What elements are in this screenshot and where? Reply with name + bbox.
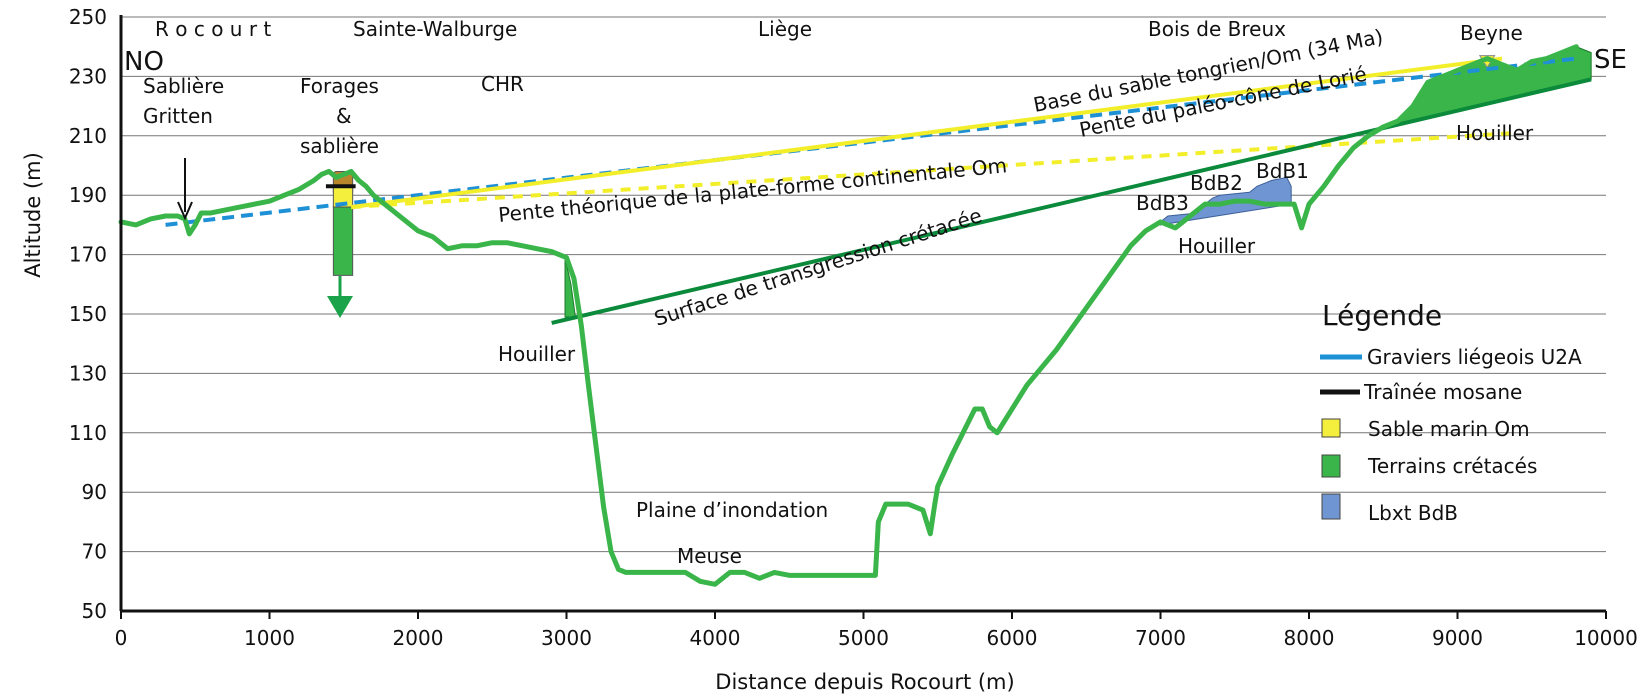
legend-square-blue-icon [1321, 493, 1341, 520]
label-bois-de-breux: Bois de Breux [1148, 17, 1286, 41]
y-tick-label: 190 [69, 183, 107, 207]
legend-label-mosane: Traînée mosane [1363, 380, 1522, 404]
label-rocourt: R o c o u r t [155, 17, 271, 41]
label-no: NO [124, 47, 164, 77]
cretaceous-deposit [332, 206, 354, 276]
label-bdb2: BdB2 [1190, 171, 1243, 195]
y-tick-label: 170 [69, 243, 107, 267]
interpretation-line-4 [551, 77, 1592, 325]
label-houiller-west: Houiller [498, 342, 576, 366]
label-houiller-mid: Houiller [1178, 234, 1256, 258]
label-bdb3: BdB3 [1136, 191, 1189, 215]
x-tick-label: 3000 [541, 626, 592, 650]
legend-label-bauxite: Lbxt BdB [1368, 501, 1458, 525]
x-tick-label: 0 [115, 626, 128, 650]
label-liege: Liège [758, 17, 812, 41]
label-surface-transgression: Surface de transgression crétacée [651, 203, 985, 331]
legend-entry-sand: Sable marin Om [1321, 417, 1530, 441]
y-tick-label: 230 [69, 64, 107, 88]
y-tick-label: 250 [69, 5, 107, 29]
y-tick-label: 150 [69, 302, 107, 326]
label-forages: Forages [300, 74, 379, 98]
label-chr: CHR [481, 72, 524, 96]
legend-label-cretaceous: Terrains crétacés [1367, 454, 1537, 478]
legend-entry-gravel: Graviers liégeois U2A [1320, 345, 1582, 369]
x-tick-label: 7000 [1135, 626, 1186, 650]
topographic-profile [118, 44, 1579, 587]
x-tick-label: 4000 [690, 626, 741, 650]
y-tick-label: 50 [82, 599, 107, 623]
y-tick-label: 210 [69, 124, 107, 148]
label-se: SE [1594, 45, 1627, 75]
legend: Légende Graviers liégeois U2A Traînée mo… [1320, 299, 1582, 525]
borehole-arrow-icon [327, 276, 353, 318]
label-sabliere-2: sablière [300, 134, 379, 158]
x-tick-label: 9000 [1432, 626, 1483, 650]
label-sabliere: Sablière [143, 74, 224, 98]
label-houiller-se: Houiller [1456, 121, 1534, 145]
interpretation-line-2 [350, 56, 1503, 210]
x-tick-label: 6000 [987, 626, 1038, 650]
interpretation-lines [165, 56, 1592, 325]
legend-label-gravel: Graviers liégeois U2A [1367, 345, 1582, 369]
legend-label-sand: Sable marin Om [1368, 417, 1530, 441]
y-axis-title: Altitude (m) [21, 152, 45, 278]
interpretation-line-3 [351, 130, 1518, 210]
legend-title: Légende [1322, 299, 1442, 332]
tick-labels: 50 70 90 110 130 150 170 190 210 230 250 0 1000 2000 3… [69, 5, 1638, 650]
label-ampersand: & [336, 104, 352, 128]
legend-square-yellow-icon [1321, 418, 1341, 438]
x-tick-label: 5000 [838, 626, 889, 650]
legend-entry-mosane: Traînée mosane [1320, 380, 1522, 404]
y-tick-label: 130 [69, 361, 107, 385]
label-pente-theorique: Pente théorique de la plate-forme contin… [497, 153, 1008, 227]
label-sainte-walburge: Sainte-Walburge [353, 17, 517, 41]
label-plaine-inondation: Plaine d’inondation [636, 498, 828, 522]
x-tick-label: 1000 [244, 626, 295, 650]
label-beyne: Beyne [1460, 21, 1523, 45]
x-tick-label: 2000 [393, 626, 444, 650]
legend-entry-cretaceous: Terrains crétacés [1321, 454, 1537, 478]
y-tick-label: 110 [69, 421, 107, 445]
x-axis-title: Distance depuis Rocourt (m) [715, 670, 1014, 694]
profile-line [118, 44, 1579, 587]
y-tick-label: 70 [82, 540, 107, 564]
y-tick-label: 90 [82, 480, 107, 504]
label-bdb1: BdB1 [1256, 159, 1309, 183]
legend-square-green-icon [1321, 454, 1341, 478]
label-meuse: Meuse [677, 544, 742, 568]
x-tick-label: 8000 [1284, 626, 1335, 650]
label-gritten: Gritten [143, 104, 213, 128]
legend-entry-bauxite: Lbxt BdB [1321, 493, 1458, 525]
x-tick-label: 10000 [1574, 626, 1638, 650]
gritten-arrow-icon [177, 158, 193, 221]
